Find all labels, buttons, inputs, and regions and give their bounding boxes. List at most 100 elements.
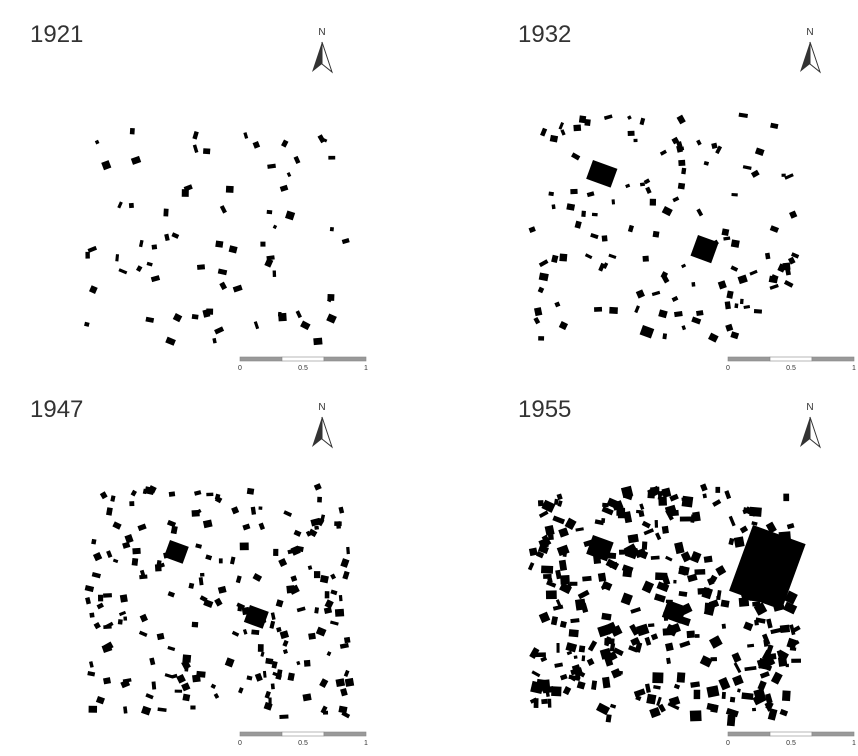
building xyxy=(674,542,684,554)
building xyxy=(584,119,590,126)
building xyxy=(129,203,134,208)
building xyxy=(325,599,334,608)
building xyxy=(727,715,736,727)
building xyxy=(165,337,176,346)
building xyxy=(784,173,793,180)
building xyxy=(328,156,335,160)
building xyxy=(324,607,332,614)
building xyxy=(710,704,718,713)
building xyxy=(758,658,769,670)
building xyxy=(752,708,756,711)
year-label: 1932 xyxy=(518,21,571,48)
building xyxy=(559,321,568,330)
building xyxy=(258,644,264,652)
building xyxy=(747,644,754,648)
building xyxy=(282,640,288,647)
building xyxy=(147,262,153,267)
building xyxy=(751,170,760,178)
building xyxy=(267,210,273,214)
building xyxy=(200,573,205,577)
building xyxy=(728,538,734,545)
building xyxy=(206,493,213,497)
building xyxy=(182,654,191,662)
building xyxy=(119,611,126,616)
building xyxy=(690,710,702,721)
building xyxy=(334,521,342,526)
scale-bar-segment xyxy=(324,357,366,361)
building xyxy=(560,621,567,628)
building xyxy=(732,652,742,663)
building xyxy=(781,174,785,177)
building xyxy=(192,622,199,628)
building xyxy=(569,629,579,637)
building xyxy=(674,311,683,317)
building xyxy=(278,313,287,321)
building xyxy=(226,186,234,193)
building xyxy=(769,284,778,290)
building xyxy=(681,497,685,501)
building xyxy=(323,711,328,715)
building xyxy=(723,236,730,240)
building xyxy=(652,291,661,296)
building xyxy=(604,638,614,644)
building xyxy=(276,599,284,607)
building xyxy=(171,526,178,534)
building xyxy=(281,139,288,147)
building xyxy=(218,268,228,275)
building xyxy=(679,591,688,597)
building xyxy=(214,326,224,334)
building xyxy=(681,168,686,175)
building xyxy=(96,696,105,704)
building xyxy=(325,591,330,598)
building xyxy=(192,131,198,140)
building xyxy=(677,115,686,125)
building xyxy=(648,623,654,627)
building xyxy=(131,490,137,497)
building xyxy=(715,565,726,576)
building xyxy=(260,652,264,657)
building xyxy=(167,646,175,651)
building xyxy=(771,672,783,685)
building xyxy=(551,616,558,625)
building xyxy=(98,595,103,602)
building xyxy=(157,707,166,712)
building xyxy=(123,616,127,620)
building xyxy=(582,576,592,582)
building xyxy=(271,612,276,620)
building xyxy=(339,595,343,601)
building xyxy=(636,624,649,637)
scale-bar-segment xyxy=(728,732,770,736)
building xyxy=(91,539,96,545)
building xyxy=(557,643,560,653)
building xyxy=(630,607,641,614)
building xyxy=(741,692,753,700)
scale-bar-segment xyxy=(770,357,812,361)
building xyxy=(751,521,757,526)
building xyxy=(136,265,142,272)
building xyxy=(708,333,719,343)
building xyxy=(700,655,713,667)
building xyxy=(176,674,186,684)
building xyxy=(212,338,216,344)
building xyxy=(93,552,102,561)
building xyxy=(115,254,119,261)
building xyxy=(711,657,718,661)
building xyxy=(225,657,235,667)
building xyxy=(655,532,661,540)
building xyxy=(89,661,94,668)
building xyxy=(740,299,744,304)
building xyxy=(199,577,204,585)
building xyxy=(739,113,748,118)
building xyxy=(327,651,332,656)
building xyxy=(573,125,581,132)
building xyxy=(233,285,243,293)
building xyxy=(97,603,104,610)
north-arrow-outline xyxy=(810,417,820,447)
building xyxy=(606,714,612,722)
building xyxy=(253,141,261,149)
building xyxy=(139,240,144,247)
building xyxy=(541,500,555,513)
building xyxy=(95,140,100,145)
building xyxy=(766,618,773,628)
building xyxy=(110,495,115,502)
